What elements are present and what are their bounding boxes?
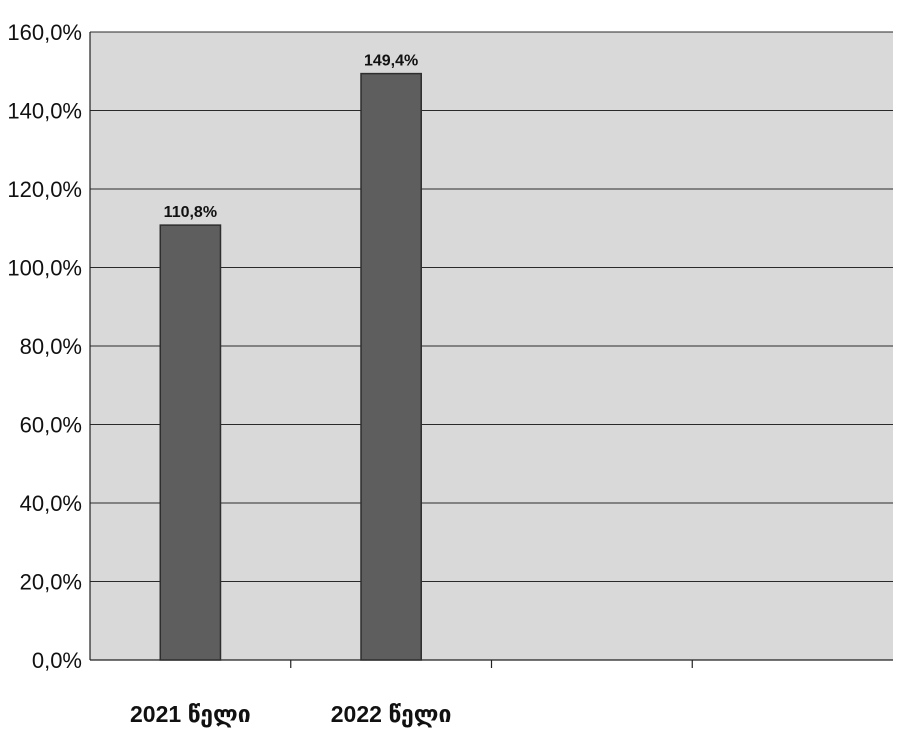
y-tick-label: 120,0% (7, 177, 82, 202)
y-tick-label: 100,0% (7, 256, 82, 281)
bar (360, 72, 422, 661)
x-category-label: 2021 წელი (130, 701, 251, 727)
y-tick-label: 40,0% (20, 491, 82, 516)
y-tick-label: 60,0% (20, 413, 82, 438)
x-category-label: 2022 წელი (331, 701, 452, 727)
data-label: 110,8% (164, 204, 217, 221)
bar (159, 224, 222, 661)
y-tick-label: 80,0% (20, 334, 82, 359)
data-label: 149,4% (364, 53, 418, 70)
y-tick-label: 160,0% (7, 20, 82, 45)
y-tick-label: 140,0% (7, 99, 82, 124)
y-tick-label: 0,0% (32, 648, 82, 673)
y-tick-label: 20,0% (20, 570, 82, 595)
